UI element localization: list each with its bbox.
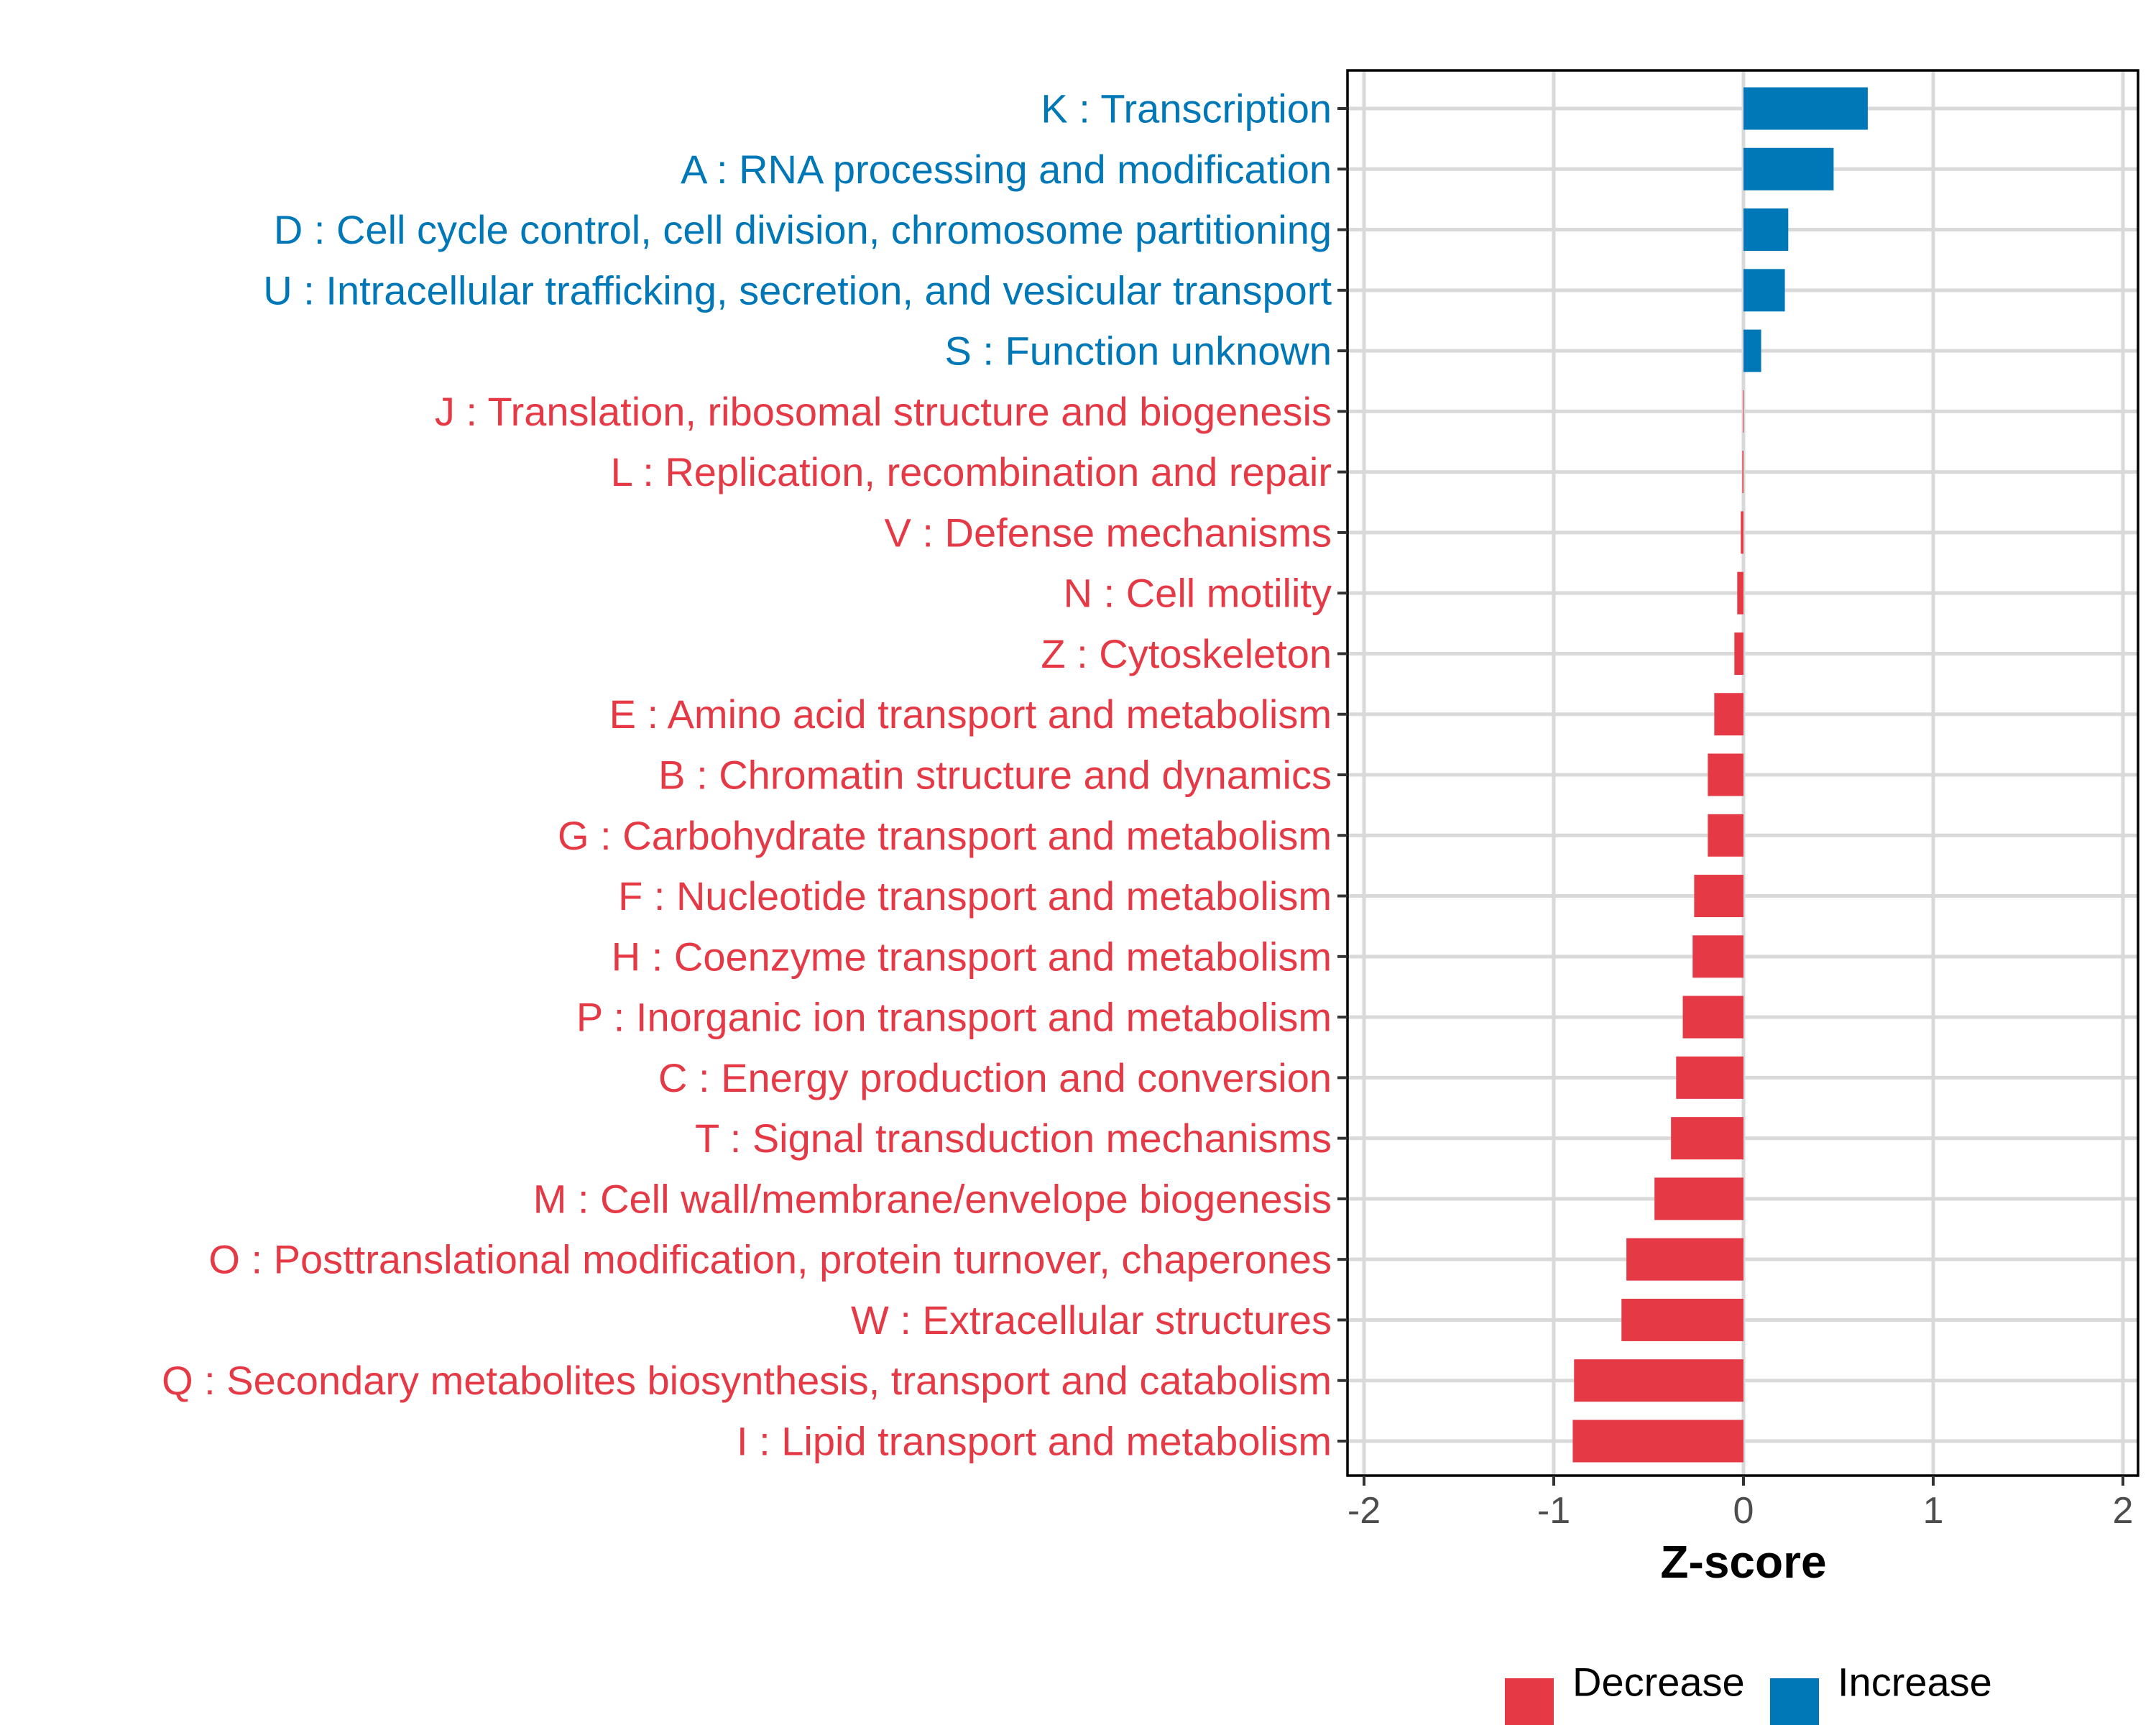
bar [1734, 632, 1743, 675]
legend-label-decrease: Decrease [1572, 1660, 1745, 1705]
bar [1574, 1359, 1743, 1402]
y-tick-label: H : Coenzyme transport and metabolism [612, 934, 1332, 979]
bar [1714, 693, 1743, 736]
y-tick-label: C : Energy production and conversion [658, 1055, 1332, 1100]
y-tick-label: A : RNA processing and modification [681, 147, 1332, 192]
y-tick-label: K : Transcription [1041, 86, 1332, 132]
bar [1743, 208, 1789, 252]
bar [1743, 329, 1761, 372]
bars [1572, 87, 1868, 1463]
x-tick-label: -1 [1537, 1490, 1570, 1532]
y-tick-label: E : Amino acid transport and metabolism [609, 691, 1332, 737]
y-tick-label: Z : Cytoskeleton [1041, 631, 1332, 676]
bar [1742, 451, 1743, 494]
bar [1692, 935, 1743, 978]
legend-swatch-decrease [1505, 1678, 1554, 1725]
bar [1694, 875, 1743, 918]
x-axis-ticks: -2 -1 0 1 2 [1348, 1476, 2134, 1532]
bar [1741, 511, 1743, 554]
bar [1682, 995, 1743, 1039]
bar [1671, 1117, 1743, 1160]
bar [1708, 753, 1743, 796]
y-tick-label: W : Extracellular structures [851, 1297, 1332, 1343]
x-tick-label: 1 [1923, 1490, 1944, 1532]
y-tick-label: M : Cell wall/membrane/envelope biogenes… [533, 1176, 1332, 1221]
y-tick-label: S : Function unknown [944, 328, 1332, 374]
legend-label-increase: Increase [1838, 1660, 1992, 1705]
y-tick-label: V : Defense mechanisms [885, 510, 1332, 555]
y-tick-label: O : Posttranslational modification, prot… [208, 1237, 1332, 1282]
x-tick-label: 2 [2113, 1490, 2134, 1532]
y-tick-label: F : Nucleotide transport and metabolism [618, 873, 1332, 919]
y-tick-label: I : Lipid transport and metabolism [737, 1419, 1332, 1464]
x-tick-label: -2 [1348, 1490, 1381, 1532]
bar [1621, 1298, 1743, 1341]
bar [1708, 814, 1743, 857]
y-tick-label: Q : Secondary metabolites biosynthesis, … [162, 1358, 1332, 1403]
legend: Decrease Increase [1505, 1660, 1992, 1725]
bar [1676, 1056, 1743, 1099]
y-tick-label: U : Intracellular trafficking, secretion… [263, 267, 1332, 313]
y-tick-label: N : Cell motility [1064, 571, 1332, 616]
bar [1737, 571, 1743, 615]
y-tick-label: T : Signal transduction mechanisms [695, 1116, 1332, 1161]
legend-swatch-increase [1770, 1678, 1819, 1725]
y-tick-label: P : Inorganic ion transport and metaboli… [576, 995, 1332, 1040]
bar [1654, 1177, 1743, 1220]
x-tick-label: 0 [1733, 1490, 1754, 1532]
x-axis-title: Z-score [1660, 1536, 1826, 1588]
bar [1743, 147, 1834, 190]
y-axis-labels: K : Transcription A : RNA processing and … [162, 86, 1332, 1464]
y-tick-label: B : Chromatin structure and dynamics [658, 753, 1332, 798]
bar [1743, 87, 1868, 130]
y-tick-label: J : Translation, ribosomal structure and… [435, 389, 1332, 434]
bar [1572, 1420, 1743, 1463]
y-tick-label: L : Replication, recombination and repai… [611, 449, 1332, 494]
y-tick-label: G : Carbohydrate transport and metabolis… [558, 813, 1332, 858]
y-tick-label: D : Cell cycle control, cell division, c… [274, 207, 1332, 252]
bar [1626, 1238, 1743, 1281]
bar [1743, 269, 1785, 312]
y-axis-ticks [1337, 107, 1348, 1443]
